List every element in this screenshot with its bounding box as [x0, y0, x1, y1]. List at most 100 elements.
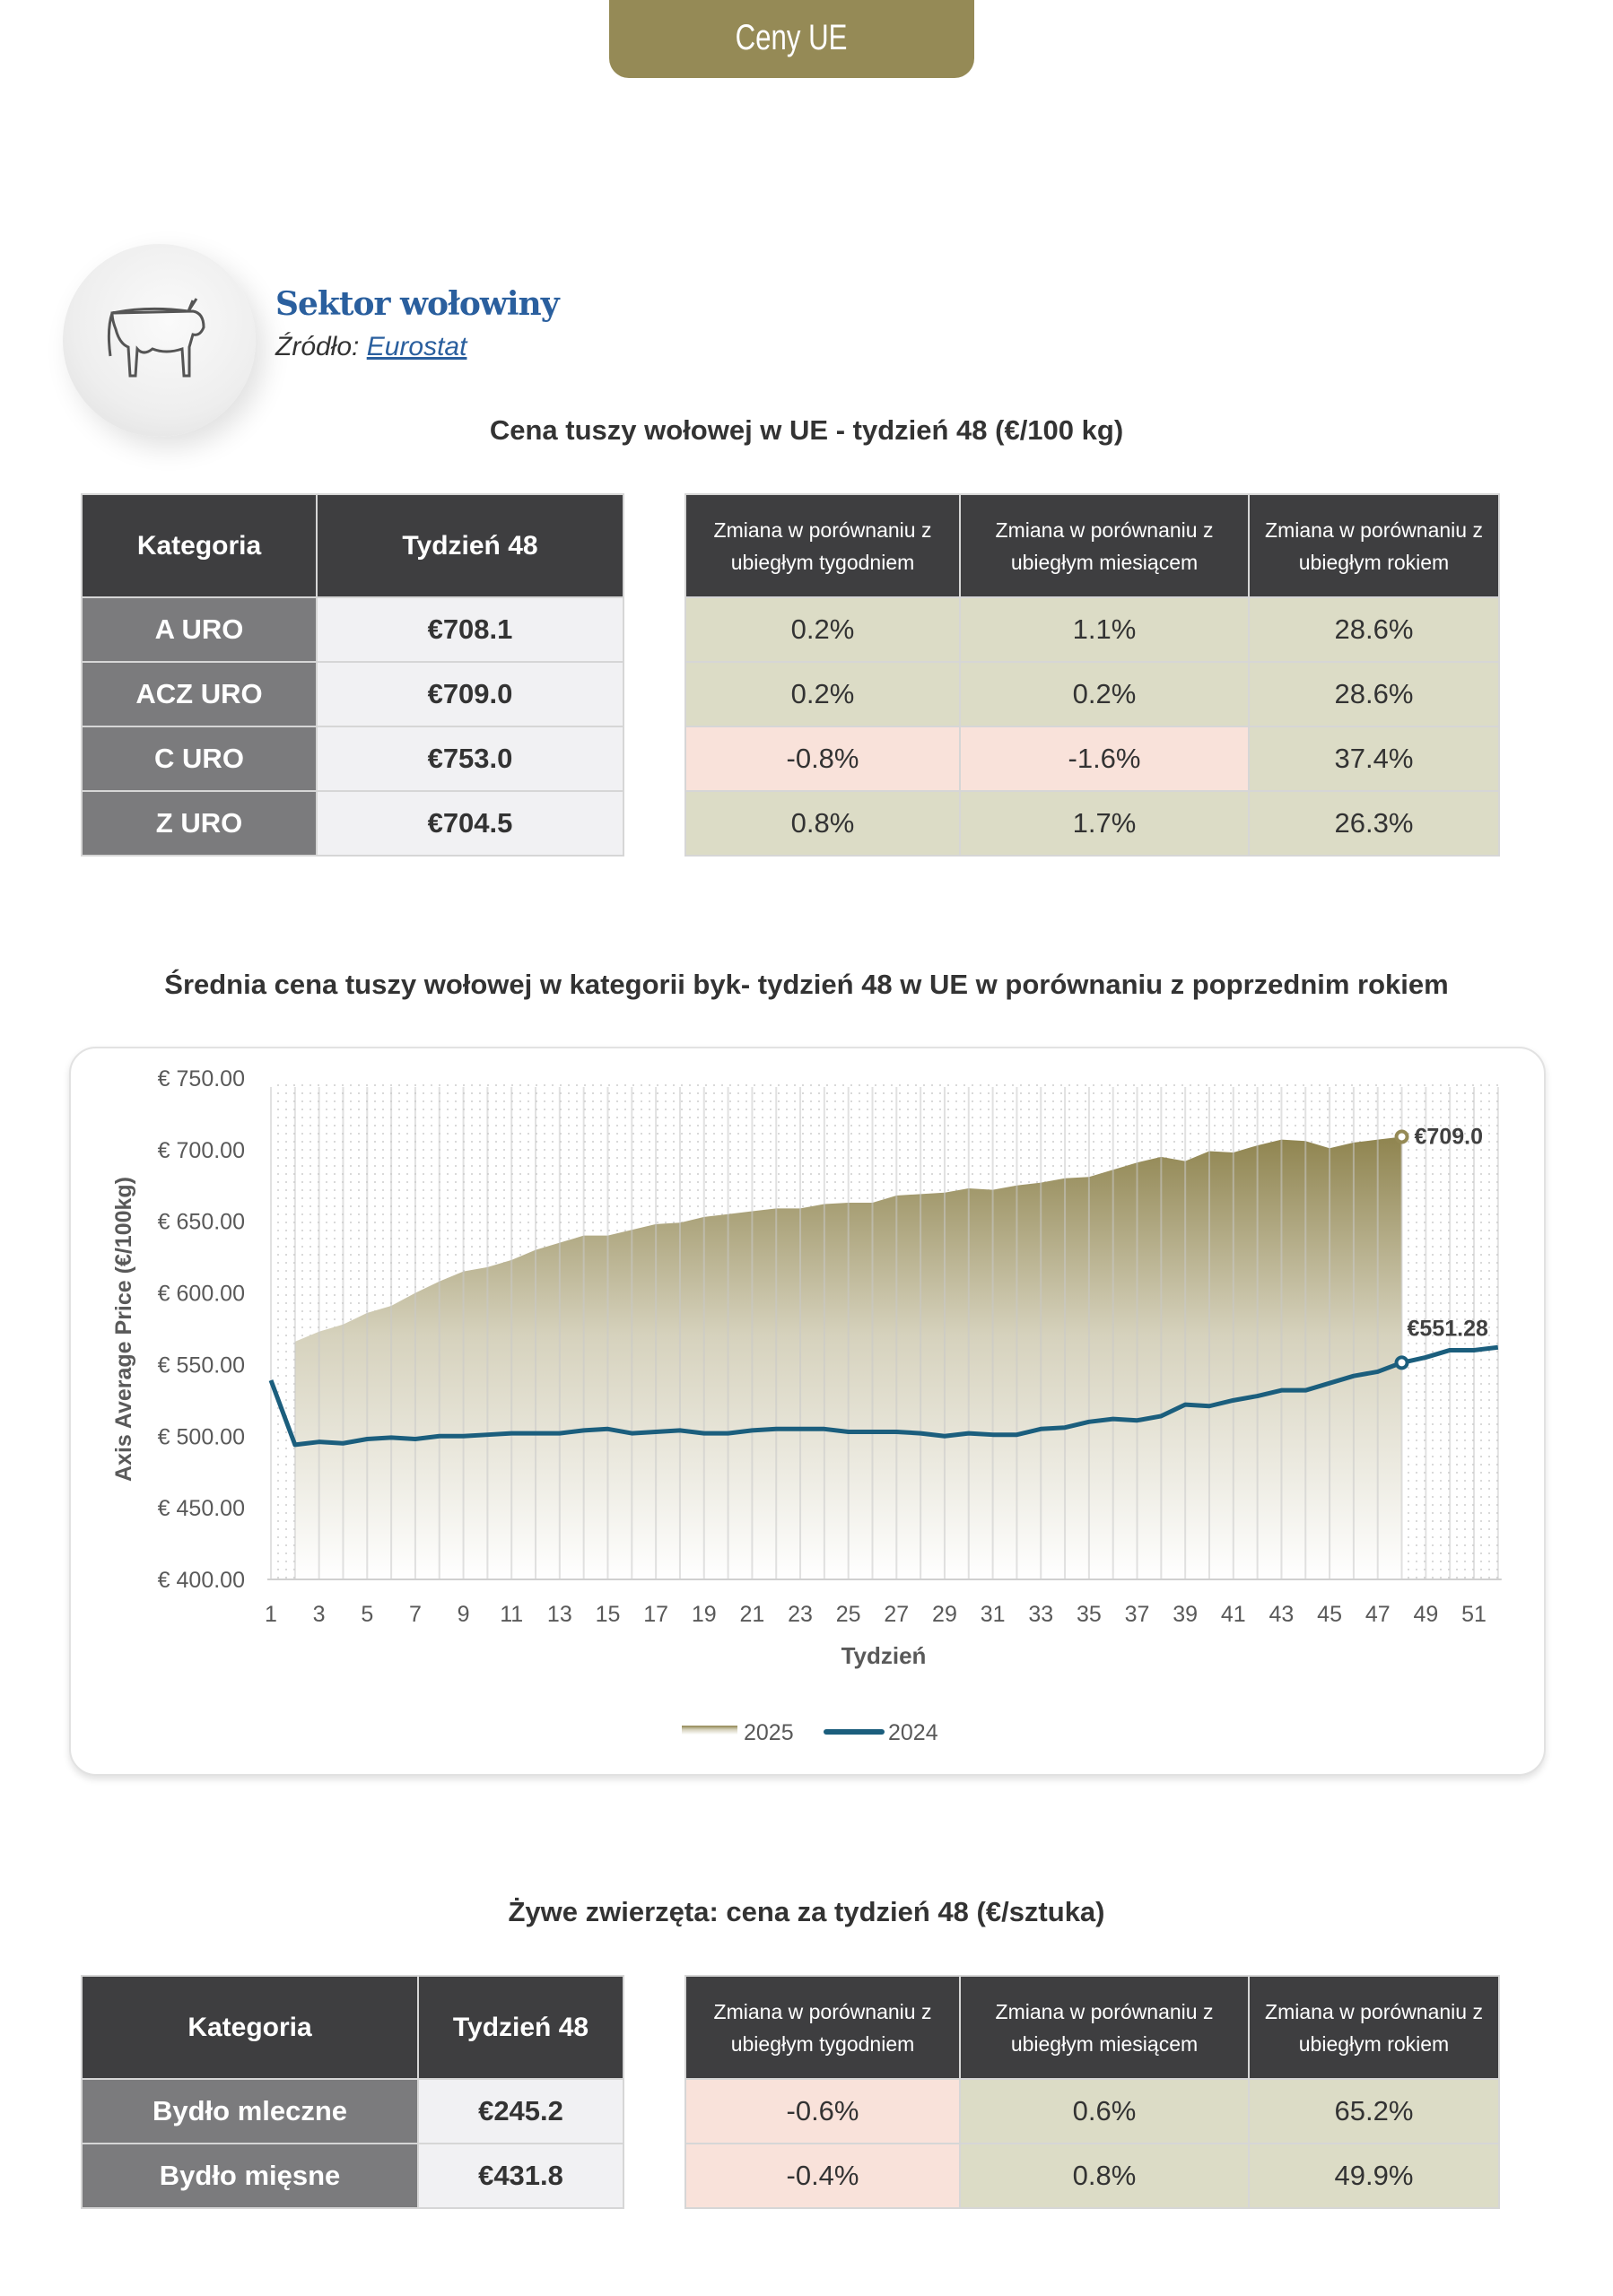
x-tick-label: 11 — [500, 1602, 523, 1627]
source-line: Źródło: Eurostat — [275, 332, 466, 362]
price-cell: €708.1 — [316, 596, 624, 663]
legend-swatch-2024 — [824, 1729, 885, 1735]
x-tick-label: 9 — [458, 1602, 470, 1627]
year-change-cell: 28.6% — [1248, 596, 1500, 663]
header-week: Tydzień 48 — [417, 1975, 624, 2080]
carcass-table-title: Cena tuszy wołowej w UE - tydzień 48 (€/… — [489, 414, 1124, 446]
month-change-cell: 1.1% — [959, 596, 1250, 663]
table-row: 0.8% 1.7% 26.3% — [684, 790, 1500, 857]
header-week-change: Zmiana w porównaniu z ubiegłym tygodniem — [684, 493, 961, 598]
y-tick-label: € 700.00 — [158, 1138, 245, 1163]
table-row: ACZ URO €709.0 — [81, 661, 624, 727]
x-tick-label: 39 — [1173, 1602, 1198, 1627]
month-change-cell: 0.6% — [959, 2078, 1250, 2144]
series-2024-marker — [1394, 1355, 1409, 1370]
tab-ceny-ue[interactable]: Ceny UE — [609, 0, 974, 78]
y-tick-label: € 400.00 — [158, 1568, 245, 1593]
series-2025-marker — [1394, 1129, 1409, 1144]
header-year-change: Zmiana w porównaniu z ubiegłym rokiem — [1248, 493, 1500, 598]
table-row: -0.8% -1.6% 37.4% — [684, 726, 1500, 792]
x-tick-label: 45 — [1317, 1602, 1342, 1627]
chart-title: Średnia cena tuszy wołowej w kategorii b… — [164, 969, 1449, 1000]
live-table-title: Żywe zwierzęta: cena za tydzień 48 (€/sz… — [508, 1896, 1105, 1927]
data-label-2024: €551.28 — [1408, 1316, 1488, 1341]
week-change-cell: -0.8% — [684, 726, 961, 792]
year-change-cell: 65.2% — [1248, 2078, 1500, 2144]
table-row: C URO €753.0 — [81, 726, 624, 792]
series-2024-line — [268, 1344, 1499, 1448]
table-row: A URO €708.1 — [81, 596, 624, 663]
price-cell: €753.0 — [316, 726, 624, 792]
month-change-cell: 1.7% — [959, 790, 1250, 857]
category-cell: C URO — [81, 726, 318, 792]
price-chart: Axis Average Price (€/100kg) Tydzień € 4… — [111, 1066, 1502, 1745]
header-week: Tydzień 48 — [316, 493, 624, 598]
source-link[interactable]: Eurostat — [366, 332, 467, 361]
x-tick-label: 37 — [1125, 1602, 1150, 1627]
year-change-cell: 37.4% — [1248, 726, 1500, 792]
carcass-change-table: Zmiana w porównaniu z ubiegłym tygodniem… — [684, 493, 1500, 857]
header-month-change: Zmiana w porównaniu z ubiegłym miesiącem — [959, 493, 1250, 598]
x-axis-title: Tydzień — [841, 1642, 927, 1669]
year-change-cell: 28.6% — [1248, 661, 1500, 727]
header-category: Kategoria — [81, 493, 318, 598]
x-tick-label: 13 — [547, 1602, 572, 1627]
live-price-table: Kategoria Tydzień 48 Bydło mleczne €245.2 … — [81, 1975, 624, 2209]
price-cell: €431.8 — [417, 2143, 624, 2209]
x-tick-label: 23 — [788, 1602, 813, 1627]
week-change-cell: 0.2% — [684, 596, 961, 663]
month-change-cell: -1.6% — [959, 726, 1250, 792]
x-tick-label: 3 — [313, 1602, 326, 1627]
x-tick-label: 41 — [1221, 1602, 1246, 1627]
legend-label-2024: 2024 — [888, 1720, 938, 1745]
data-label-2025: €709.0 — [1415, 1124, 1483, 1149]
x-tick-label: 33 — [1028, 1602, 1053, 1627]
x-tick-label: 7 — [409, 1602, 422, 1627]
x-tick-label: 47 — [1365, 1602, 1391, 1627]
week-change-cell: -0.4% — [684, 2143, 961, 2209]
x-tick-label: 43 — [1269, 1602, 1295, 1627]
table-row: Bydło mięsne €431.8 — [81, 2143, 624, 2209]
month-change-cell: 0.8% — [959, 2143, 1250, 2209]
x-tick-label: 19 — [692, 1602, 717, 1627]
y-tick-label: € 550.00 — [158, 1352, 245, 1378]
x-tick-label: 25 — [836, 1602, 861, 1627]
price-cell: €704.5 — [316, 790, 624, 857]
category-cell: Bydło mięsne — [81, 2143, 419, 2209]
legend-swatch-2025 — [682, 1726, 737, 1735]
carcass-price-table: Kategoria Tydzień 48 A URO €708.1 ACZ URO €… — [81, 493, 624, 857]
table-row: Bydło mleczne €245.2 — [81, 2078, 624, 2144]
month-change-cell: 0.2% — [959, 661, 1250, 727]
y-tick-label: € 750.00 — [158, 1066, 245, 1091]
tab-label: Ceny UE — [736, 18, 848, 57]
year-change-cell: 26.3% — [1248, 790, 1500, 857]
x-tick-label: 1 — [265, 1602, 277, 1627]
x-tick-label: 27 — [884, 1602, 909, 1627]
header-category: Kategoria — [81, 1975, 419, 2080]
y-tick-label: € 450.00 — [158, 1496, 245, 1521]
cow-icon — [107, 298, 205, 378]
x-tick-label: 5 — [361, 1602, 373, 1627]
x-tick-label: 29 — [932, 1602, 957, 1627]
sector-title: Sektor wołowiny — [275, 285, 560, 323]
week-change-cell: -0.6% — [684, 2078, 961, 2144]
cow-badge — [63, 244, 256, 437]
x-tick-label: 49 — [1413, 1602, 1438, 1627]
live-change-table: Zmiana w porównaniu z ubiegłym tygodniem… — [684, 1975, 1500, 2209]
y-tick-label: € 500.00 — [158, 1424, 245, 1449]
x-tick-label: 15 — [596, 1602, 621, 1627]
header-month-change: Zmiana w porównaniu z ubiegłym miesiącem — [959, 1975, 1250, 2080]
category-cell: Z URO — [81, 790, 318, 857]
price-cell: €709.0 — [316, 661, 624, 727]
table-row: 0.2% 0.2% 28.6% — [684, 661, 1500, 727]
category-cell: A URO — [81, 596, 318, 663]
x-tick-label: 17 — [643, 1602, 668, 1627]
x-tick-label: 21 — [739, 1602, 764, 1627]
category-cell: ACZ URO — [81, 661, 318, 727]
x-tick-label: 35 — [1077, 1602, 1102, 1627]
week-change-cell: 0.8% — [684, 790, 961, 857]
year-change-cell: 49.9% — [1248, 2143, 1500, 2209]
legend: 2025 2024 — [682, 1720, 938, 1745]
source-label: Źródło: — [275, 332, 360, 361]
y-tick-label: € 650.00 — [158, 1210, 245, 1235]
